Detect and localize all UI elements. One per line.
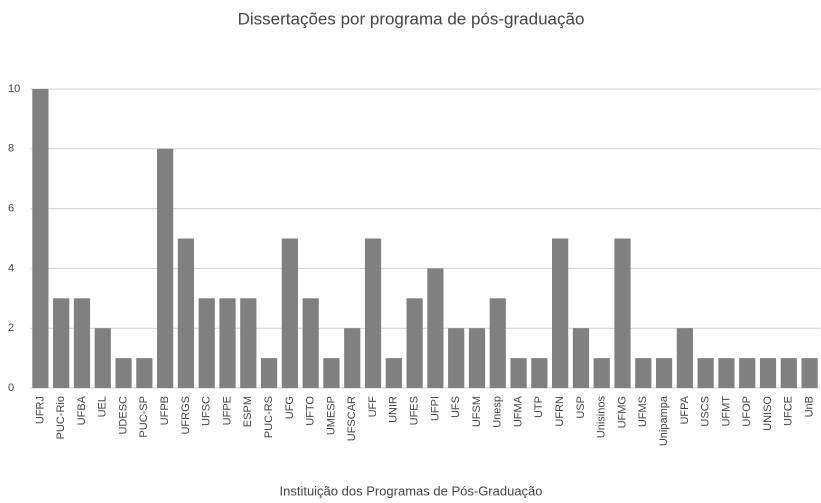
bar <box>364 238 382 388</box>
bar <box>427 268 444 388</box>
bar <box>697 358 714 388</box>
x-tick-label: UFF <box>367 396 379 418</box>
bar <box>655 358 673 388</box>
x-tick-label: UFPI <box>429 396 441 421</box>
bar <box>302 298 319 388</box>
x-tick-label: UFTO <box>305 396 317 426</box>
bar <box>32 89 49 388</box>
bar <box>552 238 569 388</box>
x-tick-label: UFBA <box>76 395 88 425</box>
bar <box>572 328 590 388</box>
bar <box>53 298 70 388</box>
x-tick-label: UDESC <box>117 396 129 435</box>
x-tick-label: UFPB <box>159 396 171 425</box>
bar <box>136 358 153 388</box>
bar <box>780 358 797 388</box>
bar <box>531 358 548 388</box>
x-tick-label: UnB <box>804 396 816 417</box>
bar <box>94 328 111 388</box>
bar <box>759 358 777 388</box>
x-tick-label: UFOP <box>741 396 753 427</box>
y-tick-label: 0 <box>8 382 14 394</box>
x-tick-label: UMESP <box>325 396 337 435</box>
y-tick-label: 6 <box>8 203 14 215</box>
bar <box>489 298 506 388</box>
x-tick-label: PUC-Rio <box>55 396 67 439</box>
bar <box>385 358 402 388</box>
x-tick-label: UFSM <box>471 396 483 427</box>
x-tick-label: UFPE <box>221 396 233 425</box>
x-tick-label: UFRGS <box>180 396 192 435</box>
bar <box>219 298 236 388</box>
bar <box>718 358 735 388</box>
bar <box>801 358 818 388</box>
x-tick-label: USCS <box>700 396 712 427</box>
y-tick-label: 10 <box>8 83 20 95</box>
x-tick-label: PUC-SP <box>138 396 150 438</box>
bar <box>739 358 756 388</box>
x-tick-label: UFSC <box>201 396 213 426</box>
bar <box>115 358 132 388</box>
x-tick-label: UEL <box>97 396 109 417</box>
x-tick-label: UFS <box>450 396 462 418</box>
x-tick-label: UFPA <box>679 395 691 424</box>
x-tick-label: UFG <box>284 396 296 419</box>
x-tick-label: UFES <box>409 396 421 425</box>
x-tick-label: UNISO <box>762 396 774 431</box>
bar <box>510 358 527 388</box>
x-tick-label: UFMT <box>720 396 732 427</box>
bar <box>468 328 486 388</box>
bar <box>260 358 278 388</box>
x-tick-label: UFMG <box>616 396 628 428</box>
bar <box>614 238 631 388</box>
bar <box>448 328 465 388</box>
bar <box>323 358 340 388</box>
x-tick-label: UFMA <box>512 395 524 427</box>
y-tick-label: 4 <box>8 262 14 274</box>
x-tick-label: Unesp <box>492 396 504 428</box>
bar <box>157 148 174 388</box>
x-tick-label: PUC-RS <box>263 396 275 438</box>
bar <box>73 298 91 388</box>
bar <box>406 298 423 388</box>
x-tick-label: Unipampa <box>658 395 670 446</box>
bar <box>281 238 298 388</box>
x-tick-label: UTP <box>533 396 545 418</box>
bar <box>344 328 361 388</box>
x-tick-label: UNIR <box>388 396 400 423</box>
x-tick-label: UFRN <box>554 396 566 427</box>
x-tick-label: UFSCAR <box>346 396 358 441</box>
x-tick-label: ESPM <box>242 396 254 427</box>
bar <box>177 238 195 388</box>
x-tick-label: USP <box>575 396 587 419</box>
x-axis-title: Instituição dos Programas de Pós-Graduaç… <box>279 483 542 498</box>
bar <box>240 298 257 388</box>
bar <box>593 358 610 388</box>
chart-title: Dissertações por programa de pós-graduaç… <box>238 9 585 28</box>
x-tick-label: UFRJ <box>34 396 46 424</box>
bar <box>635 358 652 388</box>
bar <box>676 328 693 388</box>
x-tick-label: Unisinos <box>596 396 608 439</box>
x-tick-label: UFCE <box>783 396 795 426</box>
bar <box>198 298 215 388</box>
x-tick-label: UFMS <box>637 396 649 427</box>
y-tick-label: 8 <box>8 143 14 155</box>
y-tick-label: 2 <box>8 322 14 334</box>
